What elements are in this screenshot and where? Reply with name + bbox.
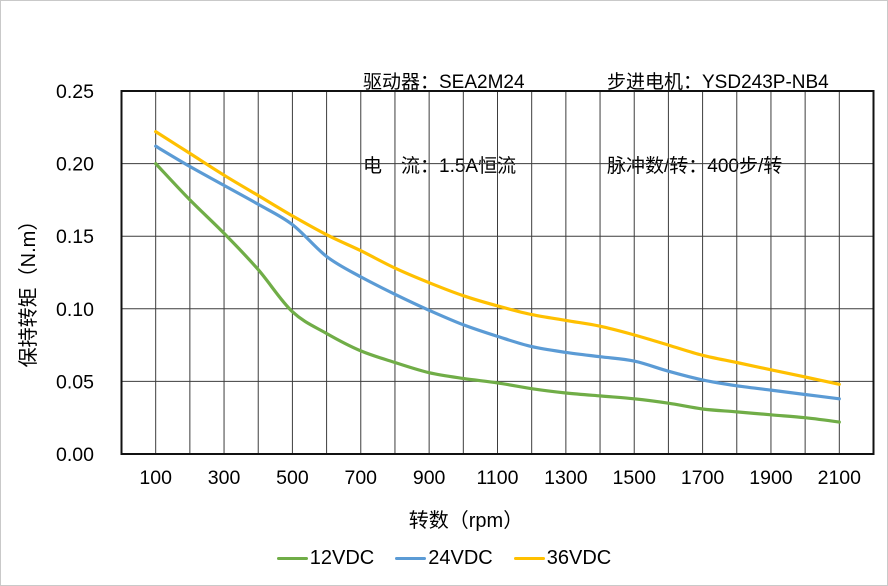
torque-speed-chart: 100 300 500 700 900 1100 1300 1500 1700 1900 2100 … bbox=[17, 81, 875, 532]
x-tick-500: 500 bbox=[276, 467, 309, 489]
x-axis-title: 转数（rpm） bbox=[409, 509, 523, 532]
x-tick-1300: 1300 bbox=[544, 467, 588, 489]
legend-item-36vdc: 36VDC bbox=[513, 547, 612, 570]
x-tick-1500: 1500 bbox=[613, 467, 657, 489]
spec-driver: 驱动器：SEA2M24 bbox=[363, 72, 525, 93]
y-tick-0.05: 0.05 bbox=[56, 371, 94, 393]
gridlines bbox=[121, 91, 874, 454]
legend-swatch-24vdc bbox=[395, 556, 427, 561]
legend-label-36vdc: 36VDC bbox=[546, 547, 612, 569]
y-tick-0.20: 0.20 bbox=[56, 154, 94, 176]
spec-motor: 步进电机：YSD243P-NB4 bbox=[607, 72, 829, 93]
plot-area-border bbox=[120, 90, 875, 455]
y-tick-0.00: 0.00 bbox=[56, 444, 94, 466]
spec-pulses: 脉冲数/转：400步/转 bbox=[607, 156, 783, 177]
legend-item-24vdc: 24VDC bbox=[395, 547, 493, 570]
spec-left-column: 驱动器：SEA2M24 电 流：1.5A恒流 bbox=[363, 13, 525, 237]
series-12vdc-line bbox=[154, 162, 841, 424]
chart-legend: 12VDC 24VDC 36VDC bbox=[1, 547, 887, 570]
x-tick-900: 900 bbox=[413, 467, 446, 489]
x-tick-1100: 1100 bbox=[477, 467, 519, 489]
x-tick-labels: 100 300 500 700 900 1100 1300 1500 1700 1900 2100 bbox=[139, 467, 861, 489]
spec-current: 电 流：1.5A恒流 bbox=[363, 156, 517, 177]
y-tick-0.25: 0.25 bbox=[56, 81, 94, 103]
x-tick-1700: 1700 bbox=[681, 467, 725, 489]
y-tick-0.10: 0.10 bbox=[56, 299, 94, 321]
x-tick-300: 300 bbox=[208, 467, 241, 489]
series-24vdc-line bbox=[154, 144, 841, 401]
y-axis-title: 保持转矩（N.m） bbox=[17, 211, 40, 368]
y-tick-labels: 0.00 0.05 0.10 0.15 0.20 0.25 bbox=[56, 81, 94, 466]
x-tick-100: 100 bbox=[139, 467, 172, 489]
legend-label-24vdc: 24VDC bbox=[428, 547, 493, 569]
y-tick-0.15: 0.15 bbox=[56, 226, 94, 248]
x-tick-1900: 1900 bbox=[749, 467, 793, 489]
legend-item-12vdc: 12VDC bbox=[276, 547, 375, 570]
legend-swatch-36vdc bbox=[513, 556, 545, 561]
chart-series bbox=[154, 130, 841, 424]
x-tick-2100: 2100 bbox=[818, 467, 862, 489]
legend-label-12vdc: 12VDC bbox=[309, 547, 375, 569]
legend-swatch-12vdc bbox=[276, 556, 308, 561]
spec-right-column: 步进电机：YSD243P-NB4 脉冲数/转：400步/转 bbox=[607, 13, 829, 237]
series-36vdc-line bbox=[154, 130, 841, 386]
x-tick-700: 700 bbox=[344, 467, 377, 489]
